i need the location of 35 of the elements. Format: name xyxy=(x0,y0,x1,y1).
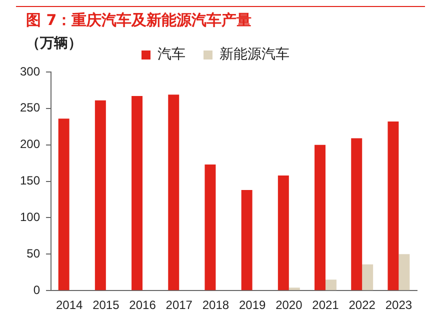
y-tick-label: 0 xyxy=(33,282,40,297)
bar xyxy=(278,175,289,290)
x-tick-label: 2017 xyxy=(166,298,193,312)
chart-title: 图 7：重庆汽车及新能源汽车产量 xyxy=(26,11,253,30)
y-tick-label: 300 xyxy=(20,64,40,78)
bar xyxy=(351,138,362,290)
bar xyxy=(326,280,336,290)
legend-label: 新能源汽车 xyxy=(220,46,290,63)
x-tick-label: 2015 xyxy=(92,298,120,312)
y-tick-label: 50 xyxy=(26,246,40,260)
bar xyxy=(388,122,399,290)
x-tick-label: 2018 xyxy=(202,298,230,312)
y-tick-label: 150 xyxy=(20,174,40,188)
x-tick-label: 2014 xyxy=(56,298,83,312)
legend-label: 汽车 xyxy=(158,46,186,63)
x-tick-label: 2020 xyxy=(276,298,303,312)
bar xyxy=(58,118,70,290)
y-tick-label: 250 xyxy=(20,100,40,115)
x-tick-label: 2016 xyxy=(129,298,156,312)
y-tick-label: 100 xyxy=(20,210,40,224)
bar xyxy=(314,144,326,290)
x-tick-label: 2023 xyxy=(385,298,412,312)
bar xyxy=(241,190,252,290)
bar xyxy=(132,96,143,290)
x-tick-label: 2021 xyxy=(312,298,340,312)
bar xyxy=(94,100,106,290)
x-tick-label: 2019 xyxy=(238,298,266,312)
y-axis-title: （万辆） xyxy=(26,36,82,52)
bar xyxy=(362,264,374,290)
x-tick-label: 2022 xyxy=(348,298,376,312)
bar xyxy=(398,254,410,290)
y-tick-label: 200 xyxy=(20,137,40,152)
bar xyxy=(168,94,180,290)
bar xyxy=(204,164,216,290)
bar xyxy=(288,288,300,290)
